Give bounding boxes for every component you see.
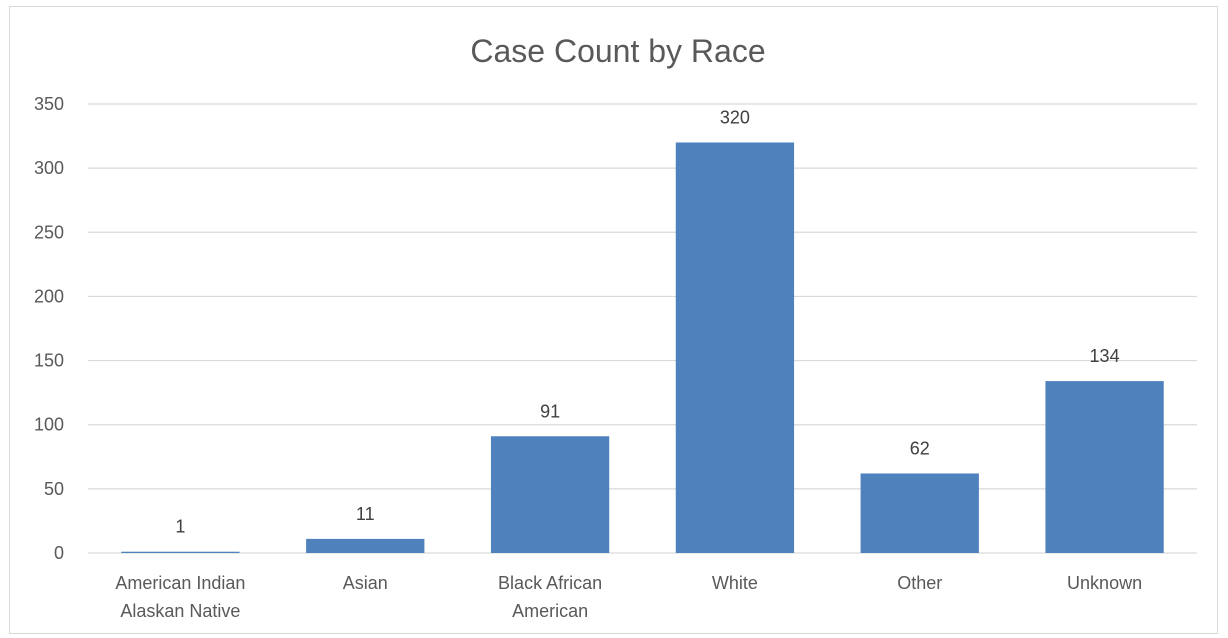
y-tick-label: 0 [54,543,64,563]
y-tick-label: 250 [34,222,64,242]
x-tick-label: American Indian [115,573,245,593]
bar [306,538,425,553]
bar [1045,381,1164,553]
x-tick-label: Unknown [1067,573,1142,593]
y-tick-label: 50 [44,479,64,499]
gridlines [88,103,1197,554]
bar [490,436,610,553]
data-label: 1 [175,517,185,537]
data-label: 11 [356,504,375,524]
x-tick-label: Other [897,573,942,593]
data-label: 62 [910,438,930,458]
chart-frame [9,6,1218,634]
chart-title: Case Count by Race [470,33,765,69]
bars [121,142,1164,553]
data-label: 320 [720,107,750,127]
data-label: 91 [540,401,560,421]
x-tick-label: American [512,601,588,621]
y-tick-label: 150 [34,351,64,371]
bar [860,473,979,553]
bar [675,142,795,553]
x-tick-label: Black African [498,573,602,593]
x-tick-label: Alaskan Native [120,601,240,621]
y-tick-label: 300 [34,158,64,178]
y-tick-label: 200 [34,286,64,306]
y-axis: 0 50 100 150 200 250 300 350 [34,94,64,563]
y-tick-label: 100 [34,415,64,435]
x-tick-label: White [712,573,758,593]
data-label: 134 [1090,346,1120,366]
x-axis: American Indian Alaskan Native Asian Black … [115,573,1142,621]
bar [121,551,240,553]
y-tick-label: 350 [34,94,64,114]
x-tick-label: Asian [343,573,388,593]
